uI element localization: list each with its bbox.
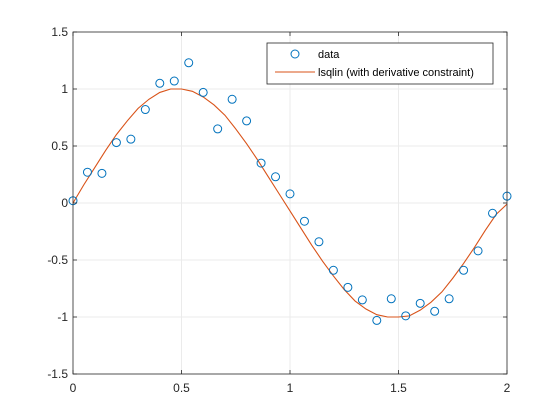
data-point	[126, 134, 136, 144]
data-point	[111, 138, 121, 148]
data-point	[415, 298, 425, 308]
data-point	[242, 116, 252, 126]
data-point	[140, 105, 150, 115]
data-point	[314, 237, 324, 247]
data-point	[343, 282, 353, 292]
grid-lines	[73, 32, 507, 374]
data-point	[444, 294, 454, 304]
y-tick-label: -1	[57, 310, 68, 324]
legend-box	[266, 42, 494, 85]
data-point	[256, 158, 266, 168]
legend-label-data: data	[318, 49, 340, 61]
data-point	[285, 189, 295, 199]
data-point	[169, 76, 179, 86]
data-point	[473, 246, 483, 256]
y-tick-label: -0.5	[47, 253, 68, 267]
data-point	[488, 208, 498, 218]
data-point	[357, 295, 367, 305]
x-tick-label: 0.5	[173, 381, 190, 395]
y-tick-label: 0.5	[51, 139, 68, 153]
data-point	[97, 168, 107, 178]
fit-curve-line	[72, 88, 508, 318]
data-point	[155, 78, 165, 88]
x-tick-label: 2	[504, 381, 511, 395]
legend-label-fit: lsqlin (with derivative constraint)	[318, 67, 474, 79]
data-point	[198, 87, 208, 97]
data-point	[372, 315, 382, 325]
y-tick-label: 1	[61, 82, 68, 96]
series-layer	[68, 58, 512, 325]
data-point	[328, 265, 338, 275]
y-tick-label: -1.5	[47, 367, 68, 381]
data-point	[386, 294, 396, 304]
legend-data-marker	[290, 49, 300, 59]
data-point	[184, 58, 194, 68]
data-point	[82, 167, 92, 177]
tick-marks	[72, 31, 508, 375]
data-point	[227, 94, 237, 104]
data-point	[401, 311, 411, 321]
tick-labels: 0 0.5 1 1.5 2 -1.5 -1 -0.5 0 0.5 1 1.5	[47, 25, 510, 395]
y-tick-label: 0	[61, 196, 68, 210]
x-tick-label: 0	[70, 381, 77, 395]
x-tick-label: 1	[287, 381, 294, 395]
data-point	[213, 124, 223, 134]
legend: data lsqlin (with derivative constraint)	[266, 42, 494, 85]
data-point	[299, 216, 309, 226]
data-point	[430, 306, 440, 316]
data-point	[271, 172, 281, 182]
y-tick-label: 1.5	[51, 25, 68, 39]
x-tick-label: 1.5	[390, 381, 407, 395]
data-point	[459, 265, 469, 275]
